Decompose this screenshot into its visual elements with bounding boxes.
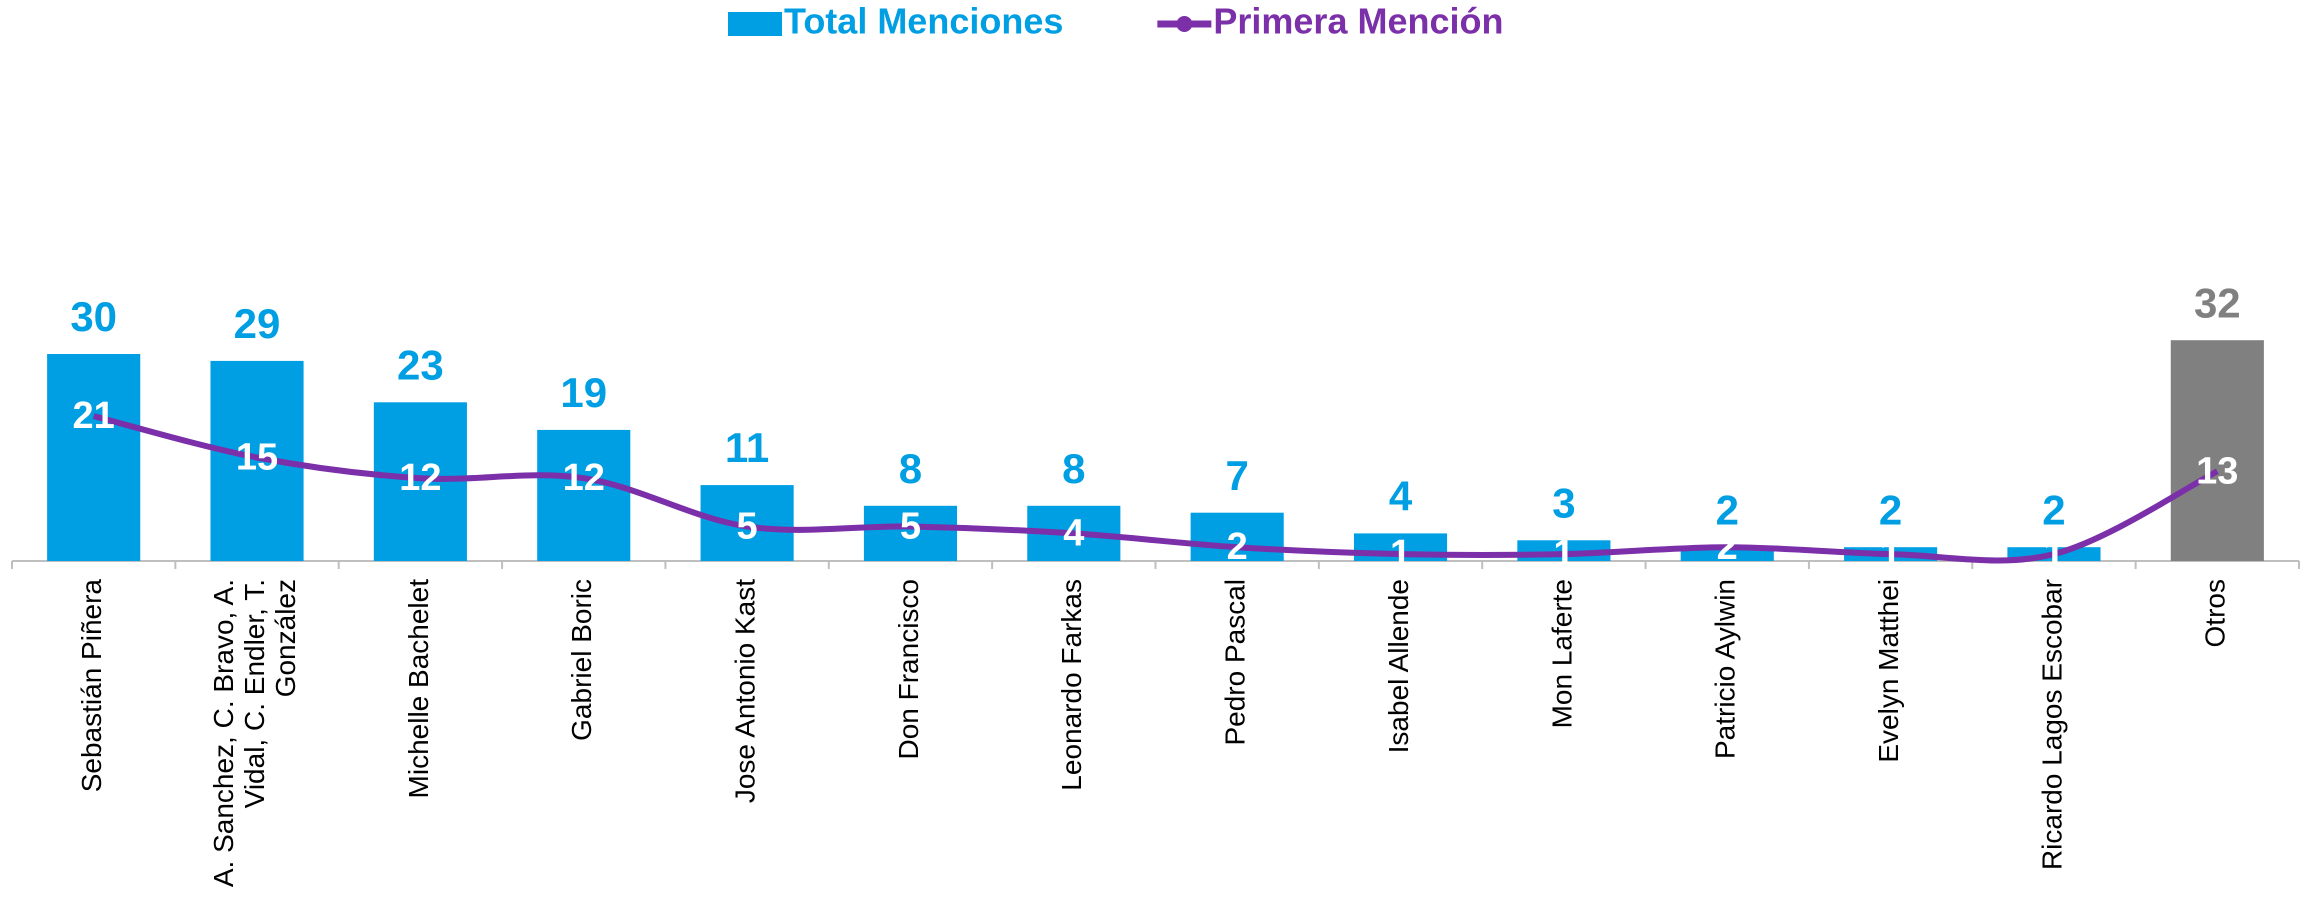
x-tick-label: Pedro Pascal bbox=[1220, 579, 1251, 746]
line-value-label: 1 bbox=[2043, 533, 2064, 575]
bar bbox=[537, 429, 631, 561]
bar-value-label: 4 bbox=[1389, 472, 1413, 519]
line-value-label: 12 bbox=[399, 457, 441, 499]
bar-value-label: 3 bbox=[1552, 479, 1575, 526]
bar bbox=[1680, 547, 1774, 561]
legend-swatch bbox=[728, 12, 782, 36]
legend-label: Total Menciones bbox=[784, 1, 1063, 42]
bar-value-label: 11 bbox=[725, 424, 769, 471]
x-tick-label: Evelyn Matthei bbox=[1873, 579, 1904, 763]
line-value-label: 13 bbox=[2196, 450, 2238, 492]
line-value-label: 21 bbox=[73, 395, 115, 437]
bar-value-label: 30 bbox=[70, 293, 117, 340]
line-value-label: 12 bbox=[563, 457, 605, 499]
x-tick-label: Gabriel Boric bbox=[566, 579, 597, 741]
legend-label: Primera Mención bbox=[1213, 1, 1503, 42]
bar-value-label: 19 bbox=[560, 369, 607, 416]
line bbox=[92, 413, 2219, 564]
bar-value-label: 32 bbox=[2194, 279, 2241, 326]
bar-value-label: 2 bbox=[1716, 486, 1739, 533]
x-tick-label: Jose Antonio Kast bbox=[729, 579, 760, 803]
x-tick-label: Michelle Bachelet bbox=[403, 579, 434, 799]
x-tick-label: Mon Laferte bbox=[1546, 579, 1577, 728]
line-value-label: 5 bbox=[737, 506, 758, 548]
line-value-label: 15 bbox=[236, 437, 278, 479]
legend-swatch bbox=[1176, 16, 1193, 32]
x-tick-label: A. Sanchez, C. Bravo, A.Vidal, C. Endler… bbox=[208, 579, 301, 887]
bar-value-label: 23 bbox=[397, 341, 444, 388]
bar-value-label: 8 bbox=[1062, 445, 1085, 492]
line-value-label: 1 bbox=[1390, 533, 1411, 575]
bar bbox=[2170, 340, 2264, 561]
bar-value-label: 29 bbox=[234, 300, 281, 347]
x-tick-label: Don Francisco bbox=[893, 579, 924, 760]
x-tick-label: Ricardo Lagos Escobar bbox=[2036, 579, 2067, 870]
bar bbox=[373, 402, 467, 561]
line-value-label: 2 bbox=[1227, 526, 1248, 568]
bar bbox=[47, 354, 141, 561]
line-value-label: 1 bbox=[1880, 533, 1901, 575]
bar bbox=[1190, 512, 1284, 561]
line-value-label: 1 bbox=[1553, 533, 1574, 575]
x-tick-label: Leonardo Farkas bbox=[1056, 579, 1087, 791]
bar-value-label: 7 bbox=[1225, 452, 1248, 499]
x-tick-label: Otros bbox=[2200, 579, 2231, 647]
bar bbox=[863, 505, 958, 561]
line-value-label: 5 bbox=[900, 506, 921, 548]
x-tick-label: Sebastián Piñera bbox=[76, 579, 107, 793]
bar-value-label: 2 bbox=[1879, 486, 1902, 533]
x-tick-label: Isabel Allende bbox=[1383, 579, 1414, 753]
bar bbox=[700, 485, 794, 561]
bar-value-label: 2 bbox=[2042, 486, 2065, 533]
line-value-label: 2 bbox=[1717, 526, 1738, 568]
x-tick-label: Patricio Aylwin bbox=[1710, 579, 1741, 759]
bar-value-label: 8 bbox=[899, 445, 922, 492]
line-value-label: 4 bbox=[1063, 512, 1084, 554]
